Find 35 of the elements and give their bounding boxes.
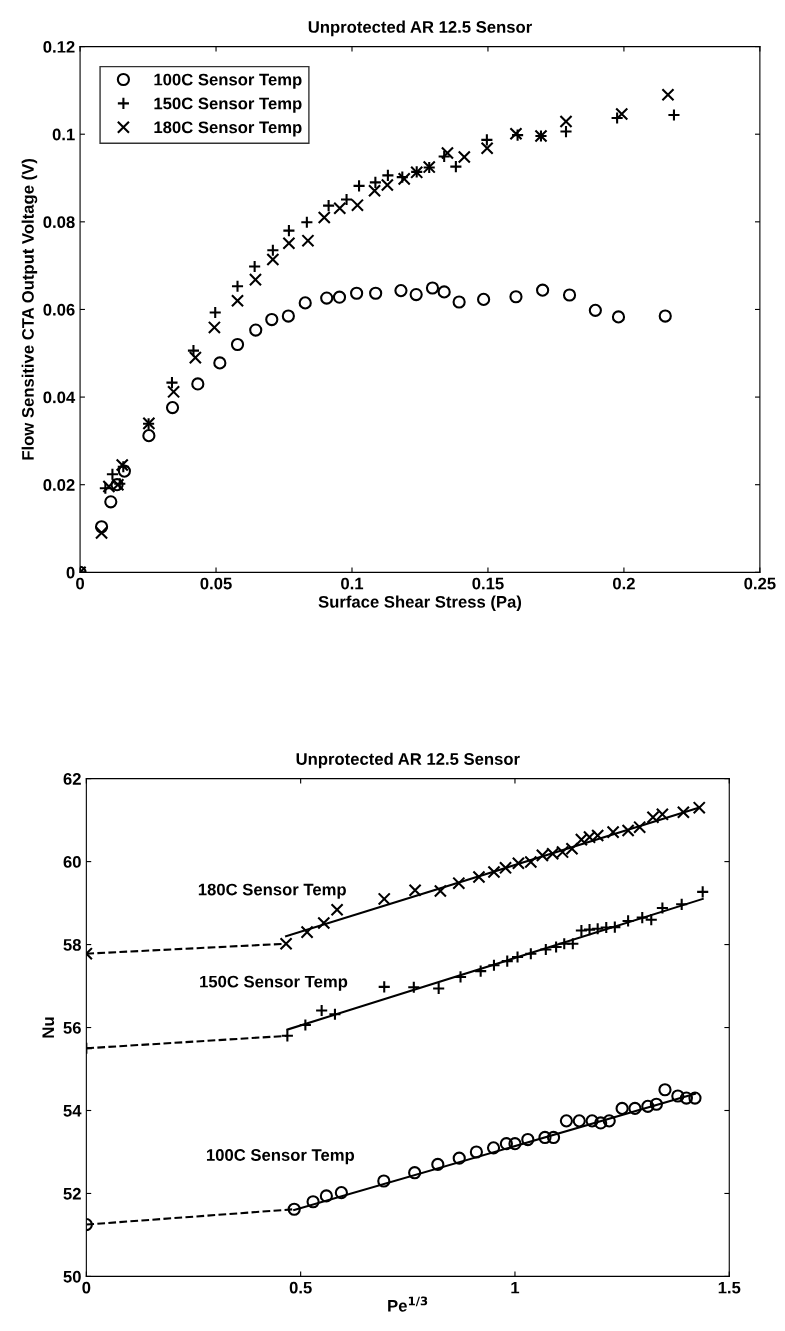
series-label: 150C Sensor Temp — [200, 975, 348, 991]
y-tick-label: 52 — [63, 1187, 81, 1200]
y-tick-label: 62 — [63, 773, 81, 785]
x-tick-label: 0.2 — [612, 577, 635, 590]
chart-title: Unprotected AR 12.5 Sensor — [308, 20, 532, 37]
y-tick-label: 0.12 — [43, 40, 75, 53]
legend-label: 150C Sensor Temp — [154, 97, 302, 113]
series-label: 100C Sensor Temp — [206, 1149, 355, 1165]
legend-label: 100C Sensor Temp — [154, 73, 302, 89]
y-tick-label: 50 — [63, 1270, 81, 1283]
y-tick-label: 0.08 — [43, 216, 75, 229]
x-tick-label: 0.5 — [289, 1281, 312, 1294]
y-tick-label: 0.1 — [52, 128, 75, 141]
y-tick-label: 0.06 — [43, 303, 75, 316]
chart-title: Unprotected AR 12.5 Sensor — [296, 752, 520, 769]
y-axis-title: Flow Sensitive CTA Output Voltage (V) — [21, 159, 38, 460]
y-axis-title: Nu — [42, 1017, 55, 1038]
y-tick-label: 0.02 — [43, 479, 75, 491]
x-axis-title: Pe$^{1/3}$ — [388, 1296, 428, 1312]
x-tick-label: 1 — [511, 1281, 520, 1294]
y-tick-label: 60 — [63, 856, 81, 868]
x-tick-label: 0 — [82, 1281, 91, 1294]
x-tick-label: 0.15 — [472, 577, 504, 590]
y-tick-label: 54 — [63, 1105, 82, 1117]
x-axis-title: Surface Shear Stress (Pa) — [318, 595, 522, 612]
y-tick-label: 0.04 — [43, 391, 76, 404]
legend-label: 180C Sensor Temp — [154, 121, 302, 137]
x-tick-label: 1.5 — [718, 1281, 741, 1294]
x-tick-label: 0.05 — [200, 577, 232, 590]
y-tick-label: 58 — [63, 938, 81, 951]
x-tick-label: 0.1 — [341, 577, 364, 590]
y-tick-label: 56 — [63, 1021, 81, 1034]
y-tick-label: 0 — [66, 566, 75, 579]
x-tick-label: 0.25 — [744, 577, 776, 590]
series-label: 180C Sensor Temp — [198, 883, 346, 899]
